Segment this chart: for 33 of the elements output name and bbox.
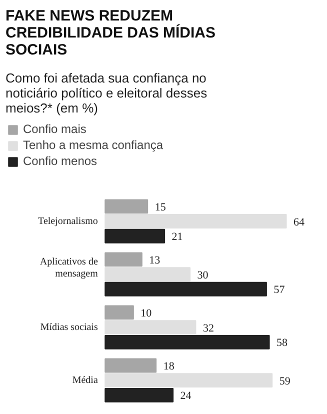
y-tick-label: Telejornalismo bbox=[38, 216, 98, 227]
y-tick-label: Média bbox=[72, 374, 98, 386]
data-label: 18 bbox=[163, 360, 175, 372]
y-tick-label: Aplicativos de mensagem bbox=[40, 256, 98, 280]
data-label: 57 bbox=[274, 284, 286, 296]
bar bbox=[104, 388, 174, 402]
data-label: 30 bbox=[197, 269, 209, 282]
data-label: 32 bbox=[202, 322, 214, 334]
chart-title: FAKE NEWS REDUZEM CREDIBILIDADE DAS MÍDIAS SOCIAIS bbox=[6, 8, 216, 58]
data-label: 64 bbox=[294, 216, 306, 228]
data-label: 10 bbox=[140, 307, 152, 320]
chart-subtitle: Como foi afetada sua confiança no noticiário político e eleitoral desses meios?* (em %) bbox=[6, 70, 208, 116]
data-label: 58 bbox=[276, 337, 288, 350]
bar bbox=[104, 214, 287, 228]
legend-label: Confio mais bbox=[23, 122, 86, 136]
data-label: 13 bbox=[149, 254, 161, 266]
legend-label: Tenho a mesma confiança bbox=[23, 138, 164, 152]
y-tick-label: Mídias sociais bbox=[40, 322, 98, 333]
bar bbox=[104, 252, 142, 267]
data-label: 24 bbox=[180, 390, 192, 402]
bar bbox=[104, 199, 148, 214]
bar bbox=[104, 320, 196, 335]
bar bbox=[104, 228, 166, 244]
legend-label: Confio menos bbox=[23, 154, 98, 168]
data-label: 59 bbox=[279, 375, 291, 388]
bar bbox=[104, 305, 134, 320]
bar bbox=[104, 334, 270, 350]
bar bbox=[104, 267, 191, 282]
bar bbox=[104, 358, 157, 373]
data-label: 15 bbox=[154, 201, 166, 214]
data-label: 21 bbox=[172, 231, 183, 244]
bar bbox=[104, 282, 267, 296]
bar bbox=[104, 373, 273, 388]
